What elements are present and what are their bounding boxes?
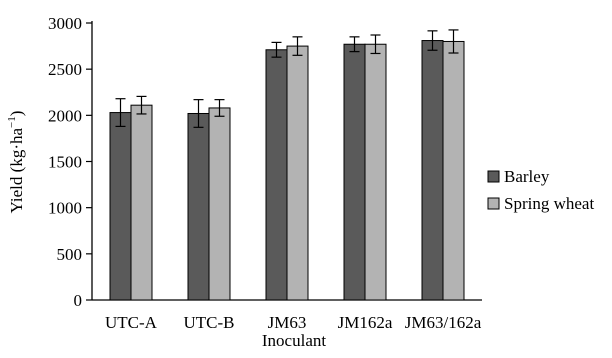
y-axis-title-text: Yield (kg·ha [7, 128, 26, 214]
bar [265, 49, 288, 301]
x-tick-label: JM162a [338, 313, 393, 332]
bar [130, 104, 153, 301]
y-tick-label: 0 [74, 291, 83, 310]
y-tick-label: 2500 [48, 60, 82, 79]
x-axis-title: Inoculant [262, 331, 326, 350]
legend-label: Barley [504, 167, 550, 186]
y-axis: 0 500 1000 1500 2000 2500 3000 [48, 14, 93, 310]
bar [364, 43, 387, 301]
x-tick-label: UTC-B [184, 313, 235, 332]
error-bars [115, 29, 459, 128]
y-axis-title: Yield (kg·ha−1) [6, 111, 26, 214]
bar [421, 40, 444, 301]
y-tick-label: 3000 [48, 14, 82, 33]
x-tick-label: UTC-A [105, 313, 158, 332]
legend: Barley Spring wheat [487, 167, 594, 213]
y-tick-label: 1500 [48, 153, 82, 172]
bar [286, 45, 309, 301]
y-tick-label: 500 [57, 245, 83, 264]
bar [109, 112, 132, 301]
bar [343, 43, 366, 301]
legend-swatch [487, 197, 500, 210]
legend-label: Spring wheat [504, 194, 594, 213]
y-axis-title-superscript: −1 [6, 116, 18, 128]
bar [442, 40, 465, 301]
x-tick-label: JM63 [268, 313, 307, 332]
bar [208, 107, 231, 301]
bar [187, 112, 210, 301]
y-tick-label: 1000 [48, 199, 82, 218]
y-axis-title-close: ) [7, 111, 26, 117]
bar-series [109, 40, 465, 301]
legend-swatch [487, 170, 500, 183]
x-axis: UTC-A UTC-B JM63 JM162a JM63/162a [92, 299, 482, 332]
y-tick-label: 2000 [48, 106, 82, 125]
x-tick-label: JM63/162a [405, 313, 482, 332]
